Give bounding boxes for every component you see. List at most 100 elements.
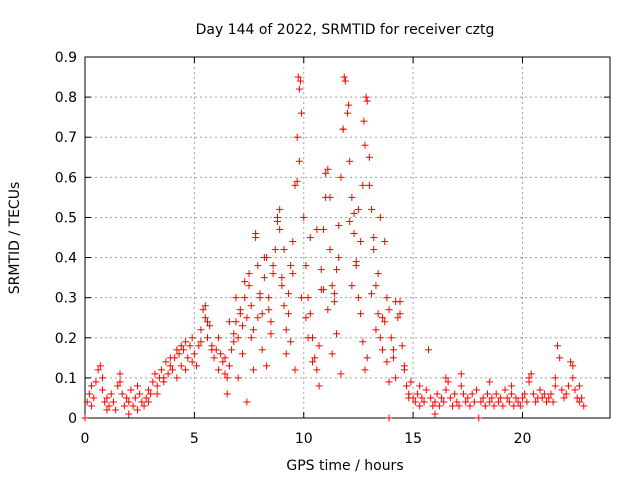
data-point — [267, 318, 275, 326]
data-point — [317, 266, 325, 274]
data-point — [99, 386, 106, 394]
data-point — [175, 350, 183, 358]
data-point — [387, 334, 395, 342]
data-point — [551, 374, 559, 382]
data-point — [490, 402, 498, 410]
data-point — [473, 386, 481, 394]
data-point — [538, 394, 546, 402]
data-point — [389, 346, 397, 354]
data-point — [169, 366, 176, 374]
data-point — [508, 382, 516, 390]
data-point — [190, 350, 198, 358]
data-point — [403, 382, 411, 390]
data-point — [186, 342, 194, 350]
data-point — [249, 326, 257, 334]
data-point — [330, 298, 338, 306]
data-point — [302, 314, 310, 322]
data-point — [88, 382, 96, 390]
data-point — [243, 398, 251, 406]
data-point — [291, 366, 299, 374]
data-point — [166, 354, 174, 362]
data-point — [234, 374, 242, 382]
data-point — [385, 414, 393, 422]
data-point — [99, 374, 106, 382]
data-point — [134, 406, 141, 414]
data-point — [304, 294, 312, 302]
data-point — [360, 117, 368, 125]
data-point — [424, 346, 432, 354]
data-point — [357, 310, 365, 318]
data-point — [249, 366, 257, 374]
data-point — [376, 213, 384, 221]
y-tick-label: 0.2 — [55, 331, 77, 347]
data-point — [346, 157, 354, 165]
y-tick-label: 0.4 — [55, 251, 77, 267]
data-point — [90, 394, 98, 402]
data-point — [562, 390, 570, 398]
data-point — [505, 398, 513, 406]
data-point — [580, 402, 588, 410]
data-point — [400, 362, 408, 370]
data-point — [348, 282, 356, 290]
data-point — [510, 402, 518, 410]
data-point — [123, 394, 131, 402]
data-point — [195, 342, 203, 350]
data-point — [503, 394, 511, 402]
data-point — [260, 254, 268, 262]
data-point — [345, 101, 353, 109]
data-point — [315, 342, 323, 350]
data-point — [484, 390, 491, 398]
data-point — [179, 346, 187, 354]
x-axis: 0 5 10 15 20 — [81, 57, 532, 447]
data-point — [284, 290, 292, 298]
data-point — [107, 390, 115, 398]
data-point — [521, 390, 529, 398]
data-point — [350, 229, 358, 237]
data-point — [258, 346, 266, 354]
data-point — [335, 221, 343, 229]
data-point — [354, 205, 362, 213]
data-point — [376, 334, 384, 342]
data-point — [446, 394, 454, 402]
data-point — [381, 318, 389, 326]
data-point — [453, 398, 461, 406]
data-point — [236, 310, 244, 318]
data-point — [470, 398, 478, 406]
data-point — [223, 390, 231, 398]
data-point — [370, 246, 378, 254]
data-point — [278, 274, 286, 282]
data-point — [197, 338, 205, 346]
data-point — [120, 402, 128, 410]
data-point — [201, 302, 209, 310]
x-tick-label: 20 — [514, 431, 532, 447]
data-point — [494, 398, 502, 406]
data-point — [479, 394, 487, 402]
data-point — [214, 366, 222, 374]
data-point — [309, 358, 316, 366]
data-point — [333, 266, 341, 274]
x-tick-label: 10 — [295, 431, 313, 447]
data-point — [247, 334, 255, 342]
data-point — [379, 314, 386, 322]
data-point — [422, 386, 430, 394]
data-point — [101, 398, 109, 406]
data-point — [109, 398, 117, 406]
data-point — [263, 362, 271, 370]
data-point — [94, 366, 102, 374]
data-point — [144, 386, 152, 394]
data-point — [365, 181, 373, 189]
grid — [85, 57, 610, 418]
x-axis-label: GPS time / hours — [286, 458, 403, 474]
data-point — [208, 346, 216, 354]
data-point — [416, 402, 424, 410]
data-point — [214, 334, 222, 342]
data-point — [103, 394, 111, 402]
data-point — [153, 390, 161, 398]
data-point — [340, 73, 348, 81]
x-tick-label: 5 — [190, 431, 199, 447]
data-point — [575, 382, 583, 390]
y-axis-label: SRMTID / TECUs — [7, 182, 23, 295]
data-point — [540, 390, 548, 398]
data-point — [252, 229, 260, 237]
y-tick-label: 0 — [68, 411, 77, 427]
